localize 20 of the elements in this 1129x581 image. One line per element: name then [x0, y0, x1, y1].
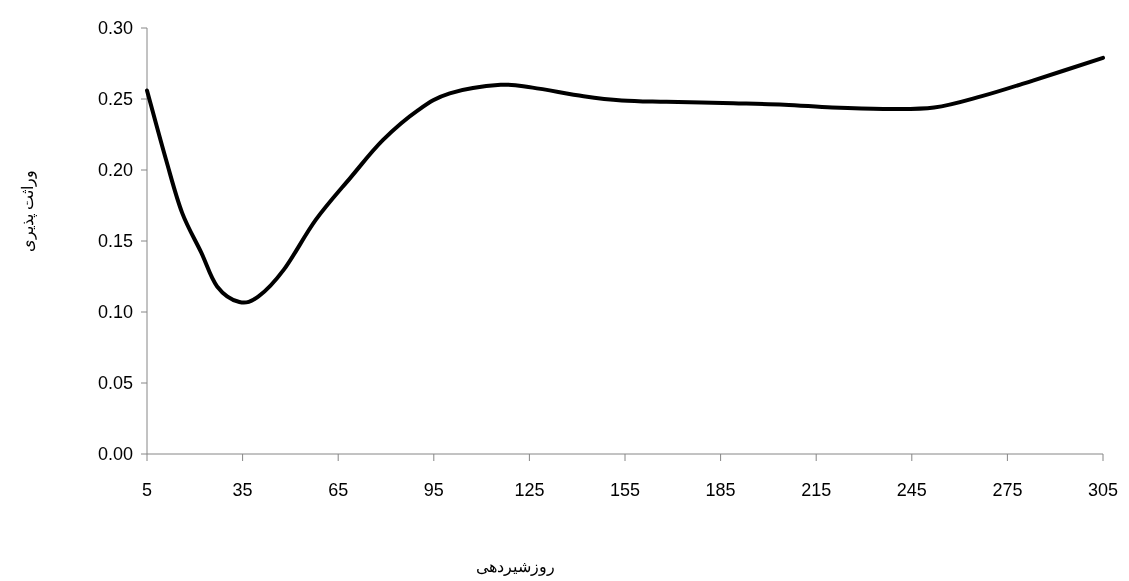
x-tick-label: 215 — [801, 480, 832, 500]
y-tick-label: 0.05 — [97, 373, 133, 393]
y-axis-title: وراثت پذیری — [19, 169, 37, 253]
x-tick-label: 305 — [1087, 480, 1119, 500]
x-tick-label: 65 — [328, 480, 349, 500]
x-tick-label: 5 — [141, 480, 153, 500]
x-tick-label: 125 — [514, 480, 545, 500]
x-tick-label: 35 — [232, 480, 253, 500]
x-tick-label: 185 — [705, 480, 736, 500]
y-tick-label: 0.15 — [97, 231, 133, 251]
y-tick-label: 0.30 — [97, 18, 133, 38]
x-tick-label: 275 — [992, 480, 1023, 500]
y-tick-label: 0.00 — [97, 444, 133, 464]
x-tick-label: 245 — [896, 480, 927, 500]
y-tick-label: 0.20 — [97, 160, 133, 180]
x-tick-label: 95 — [423, 480, 444, 500]
x-tick-label: 155 — [609, 480, 641, 500]
x-axis-title: روزشیردهی — [475, 558, 555, 576]
y-tick-label: 0.10 — [97, 302, 133, 322]
y-tick-label: 0.25 — [97, 89, 133, 109]
